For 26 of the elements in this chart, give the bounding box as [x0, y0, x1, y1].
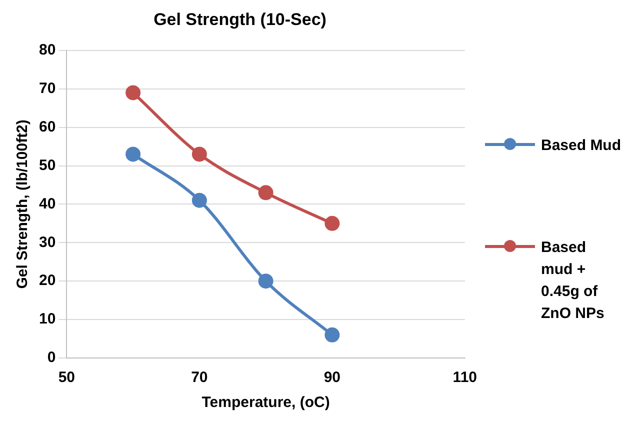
- x-axis-title: Temperature, (oC): [202, 394, 330, 412]
- point: [126, 146, 141, 162]
- x-tick-label: 70: [191, 369, 208, 386]
- y-tick-label: 40: [38, 195, 56, 212]
- chart-title: Gel Strength (10-Sec): [154, 10, 326, 29]
- y-axis-title: Gel Strength, (lb/100ft2): [14, 120, 32, 289]
- x-tick-label: 90: [324, 369, 341, 386]
- y-tick-label: 10: [38, 310, 56, 328]
- y-tick-label: 0: [47, 349, 56, 366]
- y-tick-label: 20: [38, 272, 56, 290]
- legend-label: Based Mud: [541, 136, 622, 156]
- x-tick-label: 110: [452, 369, 477, 386]
- point: [192, 146, 207, 162]
- y-tick-label: 30: [38, 234, 56, 251]
- point: [324, 216, 340, 231]
- y-tick-label: 80: [38, 42, 56, 59]
- y-tick-label: 60: [38, 118, 56, 136]
- x-tick-label: 50: [58, 369, 76, 386]
- point: [258, 274, 274, 289]
- point: [258, 185, 274, 200]
- y-tick-label: 50: [38, 156, 56, 174]
- point: [192, 192, 207, 208]
- point: [126, 85, 141, 100]
- point: [324, 327, 340, 342]
- y-tick-label: 70: [38, 80, 56, 97]
- legend-label: Based mud + 0.45g of ZnO NPs: [541, 238, 606, 324]
